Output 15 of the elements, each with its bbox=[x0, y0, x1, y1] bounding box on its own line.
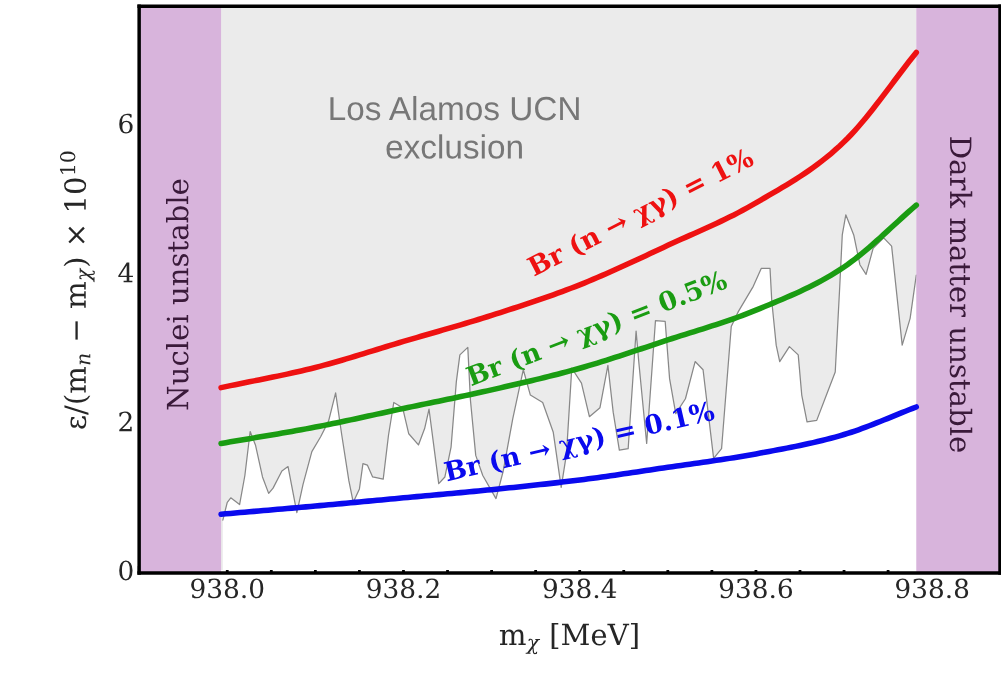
x-axis-title: m$_{χ}$ [MeV] bbox=[499, 622, 638, 655]
x-tick-label: 938.8 bbox=[896, 578, 969, 599]
x-tick-label: 938.4 bbox=[543, 578, 617, 599]
band-label: Nuclei unstable bbox=[166, 179, 189, 410]
y-tick-label: 0 bbox=[119, 560, 133, 581]
y-axis-title: ε/(m$_{n}$ − m$_{χ}$) × 10$^{10}$ bbox=[59, 151, 95, 429]
band-label: Los Alamos UCN exclusion bbox=[330, 95, 579, 159]
y-tick-label: 2 bbox=[119, 411, 132, 432]
y-tick-label: 6 bbox=[119, 113, 133, 134]
text: Br (n → χγ) = 0.1% bbox=[443, 399, 717, 487]
x-tick-label: 938.2 bbox=[367, 578, 439, 599]
y-tick-label: 4 bbox=[118, 262, 133, 283]
band-label: Dark matter unstable bbox=[949, 137, 973, 452]
x-tick-label: 938.6 bbox=[719, 578, 793, 599]
x-tick-label: 938.0 bbox=[191, 578, 264, 599]
